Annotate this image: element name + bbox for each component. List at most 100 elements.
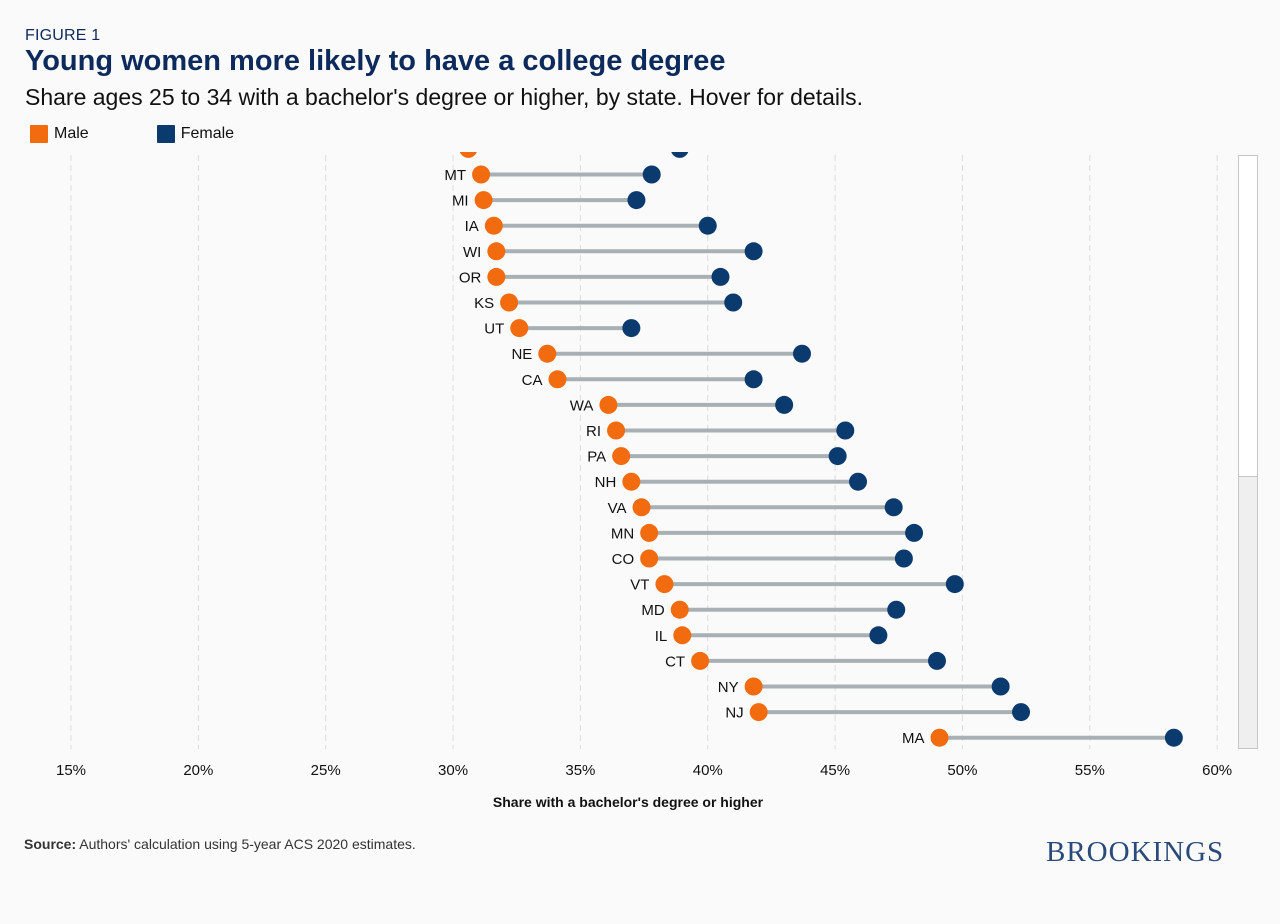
source-text: Authors' calculation using 5-year ACS 20… — [76, 836, 416, 852]
state-row[interactable]: NY — [718, 677, 1010, 697]
state-row[interactable]: UT — [484, 319, 641, 338]
state-row[interactable]: VA — [608, 498, 903, 517]
male-dot[interactable] — [500, 293, 519, 312]
x-tick-label: 40% — [693, 762, 723, 779]
female-dot[interactable] — [927, 651, 946, 670]
legend-item-female[interactable]: Female — [156, 125, 235, 143]
female-dot[interactable] — [887, 600, 906, 619]
state-row[interactable]: RI — [586, 421, 855, 441]
state-label: WA — [570, 397, 594, 414]
male-dot[interactable] — [640, 523, 659, 542]
female-dot[interactable] — [698, 216, 717, 235]
female-dot[interactable] — [711, 267, 730, 286]
male-dot[interactable] — [749, 703, 768, 722]
state-row[interactable]: IL — [655, 626, 888, 645]
male-dot[interactable] — [538, 344, 557, 363]
x-axis-label: Share with a bachelor's degree or higher — [493, 794, 764, 810]
state-label: WI — [463, 244, 481, 261]
brookings-logo: BROOKINGS — [1046, 836, 1225, 868]
female-dot[interactable] — [671, 140, 689, 158]
legend-item-male[interactable]: Male — [30, 125, 89, 143]
state-label: NY — [718, 679, 739, 696]
male-dot[interactable] — [548, 370, 567, 389]
female-dot[interactable] — [775, 395, 794, 414]
male-dot[interactable] — [622, 472, 641, 491]
state-row[interactable]: MD — [641, 600, 906, 620]
figure-label: FIGURE 1 — [25, 27, 101, 44]
male-dot[interactable] — [487, 267, 506, 286]
x-tick-label: 45% — [820, 762, 850, 779]
state-row-partial[interactable] — [459, 140, 689, 158]
state-row[interactable]: NH — [595, 472, 868, 492]
state-row[interactable]: CT — [665, 651, 946, 671]
state-row[interactable]: NE — [511, 344, 811, 364]
state-label: MD — [641, 602, 664, 619]
male-dot[interactable] — [655, 575, 674, 594]
male-dot[interactable] — [474, 191, 493, 210]
male-dot[interactable] — [930, 728, 949, 747]
female-dot[interactable] — [905, 523, 924, 542]
state-row[interactable]: OR — [459, 267, 730, 287]
state-row[interactable]: WI — [463, 242, 763, 261]
male-dot[interactable] — [673, 626, 692, 645]
male-dot[interactable] — [607, 421, 626, 440]
female-dot[interactable] — [884, 498, 903, 517]
x-tick-label: 60% — [1202, 762, 1232, 779]
male-dot[interactable] — [632, 498, 651, 517]
female-dot[interactable] — [945, 575, 964, 594]
male-dot[interactable] — [612, 447, 631, 466]
state-row[interactable]: MT — [444, 165, 661, 185]
state-row[interactable]: VT — [630, 575, 964, 594]
state-row[interactable]: IA — [465, 216, 717, 236]
state-label: VT — [630, 577, 649, 594]
female-dot[interactable] — [1012, 703, 1031, 722]
male-dot[interactable] — [472, 165, 491, 184]
state-row[interactable]: CA — [522, 370, 763, 389]
legend-swatch-female — [156, 125, 175, 143]
state-label: UT — [484, 321, 504, 338]
male-dot[interactable] — [459, 140, 477, 158]
male-dot[interactable] — [599, 395, 618, 414]
female-dot[interactable] — [627, 191, 646, 210]
state-label: IL — [655, 628, 668, 645]
female-dot[interactable] — [836, 421, 855, 440]
female-dot[interactable] — [724, 293, 743, 312]
state-label: MA — [902, 730, 925, 747]
female-dot[interactable] — [828, 447, 847, 466]
male-dot[interactable] — [487, 242, 506, 261]
source-label: Source: — [24, 836, 77, 852]
state-row[interactable]: NJ — [725, 703, 1031, 722]
legend-label-female: Female — [180, 125, 235, 142]
state-row[interactable]: MN — [611, 523, 924, 543]
state-label: CA — [522, 372, 543, 389]
female-dot[interactable] — [744, 242, 763, 261]
x-tick-label: 20% — [183, 762, 213, 779]
female-dot[interactable] — [622, 319, 641, 338]
state-row[interactable]: MI — [452, 191, 646, 210]
male-dot[interactable] — [510, 319, 529, 338]
chart-scrollbar[interactable] — [1238, 155, 1258, 749]
female-dot[interactable] — [991, 677, 1010, 696]
state-row[interactable]: WA — [570, 395, 794, 415]
state-row[interactable]: PA — [587, 447, 847, 466]
female-dot[interactable] — [792, 344, 811, 363]
female-dot[interactable] — [894, 549, 913, 568]
female-dot[interactable] — [744, 370, 763, 389]
male-dot[interactable] — [640, 549, 659, 568]
male-dot[interactable] — [484, 216, 503, 235]
female-dot[interactable] — [642, 165, 661, 184]
female-dot[interactable] — [1164, 728, 1183, 747]
legend-label-male: Male — [54, 125, 89, 142]
state-label: PA — [587, 449, 606, 466]
female-dot[interactable] — [849, 472, 868, 491]
state-row[interactable]: MA — [902, 728, 1183, 748]
male-dot[interactable] — [744, 677, 763, 696]
state-row[interactable]: CO — [612, 549, 913, 569]
state-label: MN — [611, 525, 634, 542]
state-label: OR — [459, 269, 482, 286]
male-dot[interactable] — [691, 651, 710, 670]
female-dot[interactable] — [869, 626, 888, 645]
scrollbar-thumb[interactable] — [1239, 476, 1257, 748]
state-row[interactable]: KS — [474, 293, 743, 313]
male-dot[interactable] — [670, 600, 689, 619]
